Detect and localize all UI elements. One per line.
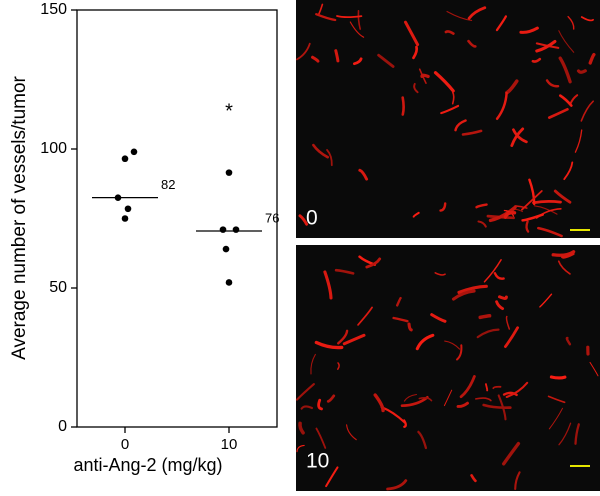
x-tick-label: 0 <box>121 436 129 453</box>
panel-label: 10 <box>306 450 329 473</box>
y-tick-label: 50 <box>49 279 67 296</box>
vessel <box>422 75 428 76</box>
x-tick-label: 10 <box>221 436 238 453</box>
data-point <box>226 279 233 286</box>
y-tick-label: 100 <box>40 140 67 157</box>
mean-annotation: 76 <box>265 210 279 225</box>
micrograph <box>296 245 600 491</box>
plot-frame <box>77 10 277 427</box>
data-point <box>226 169 233 176</box>
data-point <box>125 205 132 212</box>
data-point <box>233 226 240 233</box>
vessel <box>500 297 507 299</box>
vessel <box>480 316 489 318</box>
vessel <box>579 71 586 72</box>
x-axis-label: anti-Ang-2 (mg/kg) <box>73 455 222 475</box>
y-axis-label: Average number of vessels/tumor <box>9 75 30 359</box>
micrograph-bg <box>296 245 600 491</box>
mean-annotation: 82 <box>161 177 175 192</box>
y-tick-label: 0 <box>58 418 67 435</box>
data-point <box>122 215 129 222</box>
data-point <box>220 226 227 233</box>
data-point <box>131 148 138 155</box>
y-tick-label: 150 <box>40 1 67 18</box>
vessel <box>534 201 561 202</box>
vessel <box>551 377 565 378</box>
panel-label: 0 <box>306 207 318 230</box>
micrograph <box>296 0 600 238</box>
vessel <box>403 98 404 115</box>
significance-marker: * <box>225 100 233 122</box>
data-point <box>223 246 230 253</box>
data-point <box>122 155 129 162</box>
